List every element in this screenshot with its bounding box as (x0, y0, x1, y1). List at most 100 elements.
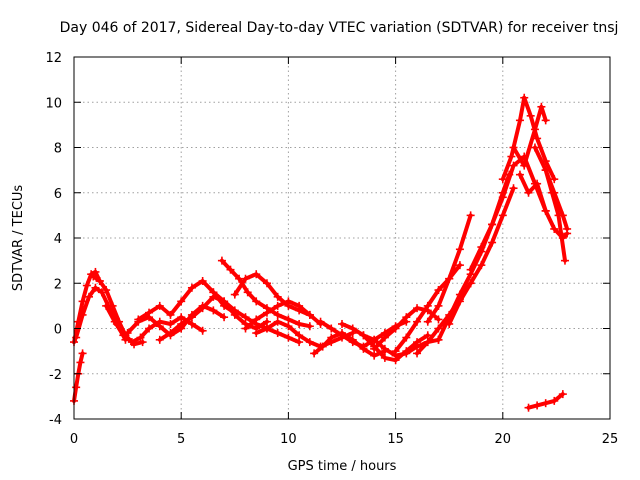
data-point (498, 175, 507, 184)
axis-ticks: 0 5 10 15 20 25 -4 -2 0 2 4 6 8 10 12 (45, 51, 618, 447)
data-point (230, 290, 239, 299)
data-point (166, 310, 175, 319)
y-tick-label: -2 (49, 368, 62, 383)
data-point (524, 403, 533, 412)
data-point (72, 333, 81, 342)
data-point (550, 396, 559, 405)
data-point (327, 333, 336, 342)
data-point (515, 170, 524, 179)
grid (74, 57, 610, 419)
data-point (155, 301, 164, 310)
data-point (85, 292, 94, 301)
data-point (391, 324, 400, 333)
data-point (91, 267, 100, 276)
y-tick-label: 6 (54, 187, 62, 202)
data-point (155, 322, 164, 331)
data-point (477, 243, 486, 252)
data-point (370, 335, 379, 344)
data-point (217, 256, 226, 265)
data-point (241, 324, 250, 333)
data-point (558, 390, 567, 399)
x-tick-label: 15 (387, 432, 404, 447)
data-point (187, 319, 196, 328)
data-point (252, 270, 261, 279)
data-point (295, 338, 304, 347)
y-tick-label: -4 (49, 413, 62, 428)
y-tick-label: 12 (45, 51, 62, 66)
data-point (550, 224, 559, 233)
series-trace-23 (445, 184, 518, 328)
chart-title: Day 046 of 2017, Sidereal Day-to-day VTE… (60, 20, 619, 36)
data-point (318, 342, 327, 351)
y-axis-title: SDTVAR / TECUs (11, 185, 26, 292)
data-point (327, 324, 336, 333)
data-point (380, 333, 389, 342)
data-point (198, 326, 207, 335)
data-point (102, 301, 111, 310)
series-trace-10 (217, 256, 314, 331)
x-tick-label: 5 (177, 432, 185, 447)
series-trace-30 (524, 390, 567, 412)
data-point (209, 288, 218, 297)
data-point (423, 331, 432, 340)
data-point (295, 331, 304, 340)
data-point (338, 319, 346, 328)
data-point (526, 111, 535, 120)
data-point (380, 353, 389, 362)
data-point (423, 338, 432, 347)
data-point (295, 301, 304, 310)
data-point (455, 261, 464, 270)
data-point (262, 317, 271, 326)
data-point (284, 322, 293, 331)
data-point (305, 310, 314, 319)
data-point (348, 338, 357, 347)
data-point (498, 211, 507, 220)
data-point (136, 333, 145, 342)
data-point (558, 211, 567, 220)
x-tick-label: 10 (280, 432, 297, 447)
series-line (243, 299, 323, 331)
data-point (177, 313, 186, 322)
data-point (226, 265, 235, 274)
data-point (524, 188, 533, 197)
series-line (125, 303, 227, 338)
data-point (95, 276, 104, 285)
data-point (413, 317, 422, 326)
data-point (413, 349, 422, 358)
data-point (91, 283, 100, 292)
data-point (220, 313, 229, 322)
data-point (166, 329, 175, 338)
data-point (477, 261, 486, 270)
series-line (468, 154, 548, 272)
data-point (273, 317, 282, 326)
data-point (230, 306, 239, 315)
data-point (445, 319, 454, 328)
data-point (262, 324, 271, 333)
data-point (370, 351, 379, 360)
series-line (543, 168, 570, 231)
data-point (316, 317, 325, 326)
data-point (509, 143, 518, 152)
data-point (123, 329, 132, 338)
data-point (466, 211, 475, 220)
data-point (82, 281, 91, 290)
data-point (541, 206, 550, 215)
data-point (138, 338, 147, 347)
data-point (455, 245, 464, 254)
data-point (262, 279, 271, 288)
y-tick-label: 8 (54, 142, 62, 157)
data-point (359, 342, 368, 351)
data-point (134, 315, 143, 324)
data-point (72, 383, 81, 392)
data-point (541, 166, 550, 175)
data-point (380, 344, 389, 353)
data-point (78, 349, 87, 358)
series-trace-26 (509, 102, 550, 170)
data-point (273, 310, 282, 319)
data-point (187, 283, 196, 292)
data-point (541, 116, 550, 125)
data-point (533, 134, 542, 143)
data-point (145, 308, 154, 317)
x-tick-label: 25 (602, 432, 619, 447)
data-point (284, 333, 293, 342)
